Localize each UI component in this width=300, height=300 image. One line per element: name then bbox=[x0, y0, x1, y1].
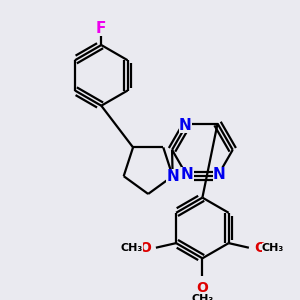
Text: O: O bbox=[254, 241, 266, 255]
Text: O: O bbox=[196, 281, 208, 295]
Text: CH₃: CH₃ bbox=[191, 294, 214, 300]
Text: N: N bbox=[181, 167, 194, 182]
Text: N: N bbox=[166, 169, 179, 184]
Text: F: F bbox=[96, 21, 106, 36]
Text: CH₃: CH₃ bbox=[262, 243, 284, 253]
Text: N: N bbox=[179, 118, 192, 133]
Text: CH₃: CH₃ bbox=[121, 243, 143, 253]
Text: O: O bbox=[139, 241, 151, 255]
Text: N: N bbox=[213, 167, 226, 182]
